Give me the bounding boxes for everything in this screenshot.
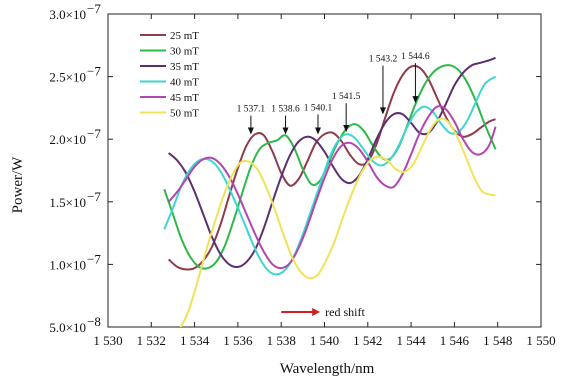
x-tick-label-2: 1 534 [180, 333, 210, 348]
y-tick-exponent-0: −8 [87, 314, 101, 329]
x-tick-label-9: 1 548 [483, 333, 512, 348]
x-tick-label-10: 1 550 [526, 333, 555, 348]
legend-label-0: 25 mT [170, 30, 199, 42]
y-tick-exponent-5: −7 [87, 1, 101, 16]
series-line-2 [167, 56, 496, 268]
annotation-label-0: 1 537.1 [237, 105, 266, 115]
series-layer [163, 56, 497, 327]
series-line-4 [167, 105, 497, 270]
red-shift-label: red shift [325, 305, 365, 319]
x-tick-label-4: 1 538 [267, 333, 296, 348]
y-tick-label-4: 2.5×10 [49, 70, 86, 85]
axis-layer: 1 530 1 532 1 534 1 536 1 538 1 540 1 542 1 544… [49, 1, 555, 348]
legend-label-3: 40 mT [170, 77, 199, 89]
y-tick-exponent-3: −7 [87, 126, 101, 141]
red-shift-arrow-head [312, 307, 321, 316]
legend-label-1: 30 mT [170, 46, 199, 58]
y-tick-label-2: 1.5×10 [49, 195, 86, 210]
x-tick-label-5: 1 540 [310, 333, 339, 348]
legend: 25 mT 30 mT 35 mT 40 mT 45 mT 50 mT [140, 30, 199, 120]
annotation-arrow-head-3 [343, 124, 350, 132]
annotation-arrow-head-5 [412, 96, 419, 104]
series-line-5 [179, 117, 496, 327]
x-tick-label-0: 1 530 [93, 333, 122, 348]
series-line-3 [163, 75, 497, 276]
y-tick-exponent-2: −7 [87, 189, 101, 204]
annotation-label-4: 1 543.2 [369, 55, 398, 65]
annotation-arrow-head-2 [315, 127, 322, 135]
x-tick-label-8: 1 546 [440, 333, 470, 348]
annotation-arrow-head-4 [379, 107, 386, 115]
annotation-arrow-head-1 [282, 127, 289, 135]
annotation-label-3: 1 541.5 [332, 92, 361, 102]
y-tick-label-5: 3.0×10 [49, 7, 86, 22]
y-tick-exponent-1: −7 [87, 251, 101, 266]
x-tick-label-6: 1 542 [353, 333, 382, 348]
annotation-label-2: 1 540.1 [304, 103, 333, 113]
x-axis-title: Wavelength/nm [280, 361, 375, 377]
annotation-label-1: 1 538.6 [271, 105, 300, 115]
annotation-layer: 1 537.1 1 538.6 1 540.11 541.5 1 543.2 1 544… [237, 52, 430, 319]
y-tick-exponent-4: −7 [87, 64, 101, 79]
legend-label-2: 35 mT [170, 61, 199, 73]
x-tick-label-1: 1 532 [137, 333, 166, 348]
x-tick-label-7: 1 544 [396, 333, 426, 348]
y-tick-label-3: 2.0×10 [49, 132, 86, 147]
legend-label-5: 50 mT [170, 108, 199, 120]
annotation-arrow-head-0 [247, 127, 254, 135]
annotation-label-5: 1 544.6 [401, 52, 430, 62]
x-tick-label-3: 1 536 [223, 333, 253, 348]
y-axis-title: Power/W [10, 156, 26, 213]
y-tick-label-0: 5.0×10 [49, 320, 86, 335]
legend-label-4: 45 mT [170, 92, 199, 104]
y-tick-label-1: 1.0×10 [49, 257, 86, 272]
